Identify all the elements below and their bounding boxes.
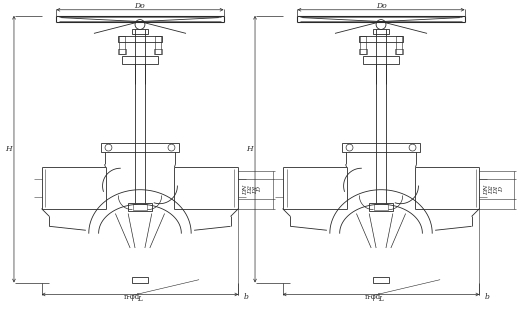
Bar (132, 30, 148, 34)
Bar (119, 36, 125, 54)
Bar (118, 36, 162, 42)
Bar (342, 143, 420, 153)
Text: DN: DN (484, 185, 489, 195)
Text: L: L (138, 295, 143, 303)
Text: H: H (246, 145, 253, 153)
Bar (101, 143, 179, 153)
Text: D2: D2 (489, 185, 494, 195)
Bar (122, 56, 158, 64)
Text: n-φd: n-φd (124, 293, 140, 301)
Bar (395, 49, 403, 54)
Bar (396, 36, 402, 54)
Text: D1: D1 (494, 185, 499, 195)
Bar (359, 49, 367, 54)
Bar (373, 277, 389, 283)
Text: H: H (5, 145, 11, 153)
Bar (154, 49, 162, 54)
Bar (374, 204, 388, 210)
Text: D2: D2 (247, 185, 253, 195)
Text: b: b (485, 293, 490, 301)
Bar (133, 204, 147, 210)
Text: Do: Do (134, 2, 145, 10)
Text: n-φd: n-φd (365, 293, 381, 301)
Bar (369, 203, 393, 211)
Bar (132, 277, 148, 283)
Bar (359, 36, 403, 42)
Text: D: D (499, 187, 504, 193)
Text: DN: DN (243, 185, 248, 195)
Bar (373, 30, 389, 34)
Bar (118, 49, 126, 54)
Text: b: b (244, 293, 249, 301)
Bar (363, 56, 399, 64)
Text: D: D (257, 187, 263, 193)
Bar (155, 36, 160, 54)
Bar (361, 36, 366, 54)
Text: D1: D1 (253, 185, 258, 195)
Text: L: L (378, 295, 383, 303)
Text: Do: Do (376, 2, 387, 10)
Bar (128, 203, 152, 211)
